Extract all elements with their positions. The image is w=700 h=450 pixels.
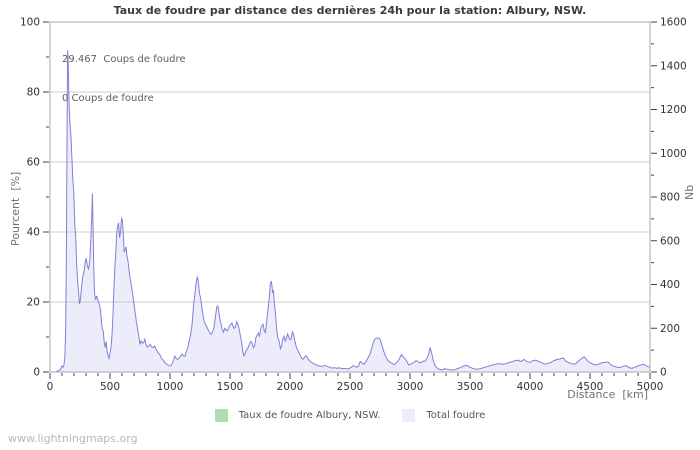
x-tick-label: 3000 (397, 381, 424, 393)
y-right-tick-label: 1600 (660, 17, 687, 29)
y-right-tick-label: 600 (660, 235, 680, 247)
legend-label-total: Total foudre (426, 410, 486, 421)
x-tick-label: 3500 (457, 381, 484, 393)
chart-title: Taux de foudre par distance des dernière… (113, 4, 587, 17)
y-right-tick-label: 1000 (660, 148, 687, 160)
legend-item-total: Total foudre (402, 409, 485, 422)
annotation-total-strikes: 29.467 Coups de foudre (62, 54, 186, 65)
x-tick-label: 4500 (577, 381, 604, 393)
y-right-tick-label: 800 (660, 192, 680, 204)
y-axis-right-title: Nb (683, 184, 696, 200)
legend-item-taux: Taux de foudre Albury, NSW. (214, 409, 381, 422)
chart-annotation: 29.467 Coups de foudre 0 Coups de foudre (62, 27, 186, 118)
legend-swatch-total (402, 409, 416, 422)
x-tick-label: 4000 (517, 381, 544, 393)
chart-legend: Taux de foudre Albury, NSW. Total foudre (0, 409, 700, 422)
watermark-link[interactable]: www.lightningmaps.org (8, 432, 138, 445)
y-left-tick-label: 100 (20, 17, 40, 29)
x-tick-label: 5000 (637, 381, 664, 393)
y-axis-left-title: Pourcent [%] (9, 171, 22, 246)
x-tick-label: 1500 (217, 381, 244, 393)
y-right-tick-label: 400 (660, 279, 680, 291)
y-right-tick-label: 200 (660, 323, 680, 335)
series-line-total (50, 50, 651, 373)
x-tick-label: 2000 (277, 381, 304, 393)
x-tick-label: 1000 (157, 381, 184, 393)
annotation-station-strikes: 0 Coups de foudre (62, 93, 154, 104)
x-tick-label: 2500 (337, 381, 364, 393)
legend-label-taux: Taux de foudre Albury, NSW. (238, 410, 381, 421)
legend-swatch-taux (214, 409, 228, 422)
y-right-tick-label: 1200 (660, 104, 687, 116)
y-left-tick-label: 0 (33, 367, 40, 379)
y-left-tick-label: 40 (27, 227, 40, 239)
plot-border (49, 21, 651, 373)
x-axis-title: Distance [km] (567, 388, 648, 401)
y-right-tick-label: 1400 (660, 60, 687, 72)
x-tick-label: 0 (47, 381, 54, 393)
y-left-tick-label: 60 (27, 157, 40, 169)
y-right-tick-label: 0 (660, 367, 667, 379)
y-left-tick-label: 20 (27, 297, 40, 309)
x-tick-label: 500 (100, 381, 120, 393)
y-left-tick-label: 80 (27, 87, 40, 99)
